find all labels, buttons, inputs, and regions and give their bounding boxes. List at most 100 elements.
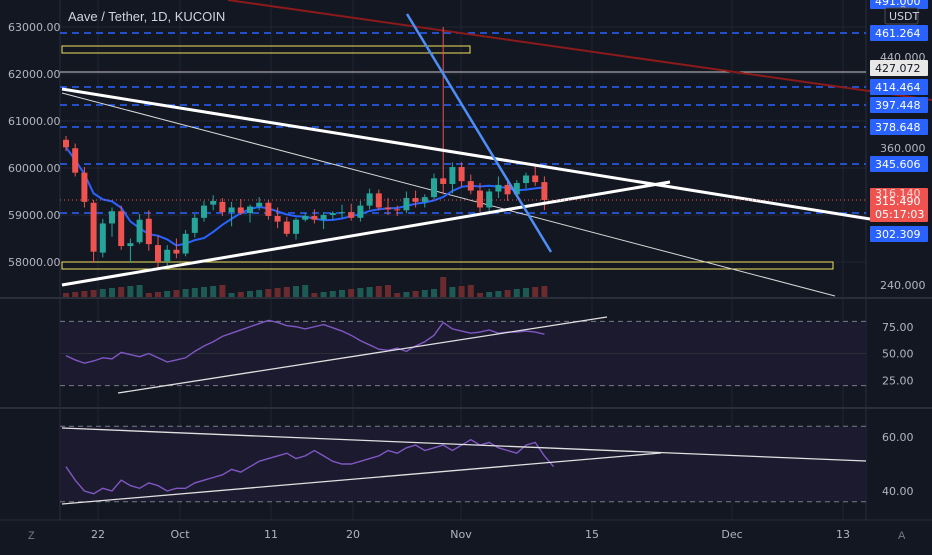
lower-trend-line: [61, 180, 671, 287]
candle-body: [247, 206, 253, 214]
candle-body: [118, 211, 125, 247]
last-price-value: 315.490: [875, 195, 921, 208]
left-price-tick: 63000.00: [8, 21, 61, 34]
candle-body: [191, 217, 198, 233]
volume-bar: [256, 290, 263, 297]
candle-body: [431, 178, 437, 198]
time-tick: Dec: [721, 528, 742, 541]
candle-body: [329, 213, 336, 215]
red-trend-line: [227, 0, 932, 101]
level-badge-bg: [870, 25, 928, 41]
candle-body: [412, 198, 419, 202]
candle-body: [81, 172, 88, 202]
candle-body: [458, 167, 465, 182]
candle-body: [182, 233, 189, 254]
candle-body: [99, 223, 106, 253]
volume-bar: [412, 291, 419, 297]
rsi-tick: 50.00: [882, 348, 914, 361]
volume-bar: [237, 292, 244, 297]
volume-bar: [274, 288, 281, 297]
rsi-tick: 75.00: [882, 321, 914, 334]
steep-blue-trend-line: [405, 13, 553, 253]
volume-bar: [90, 290, 97, 297]
candle-body: [155, 245, 161, 262]
candle-body: [357, 205, 364, 218]
candle-body: [145, 218, 152, 245]
volume-bar: [523, 288, 529, 297]
candle-body: [467, 181, 474, 191]
candle-body: [210, 200, 217, 205]
level-badge: 345.606: [875, 158, 921, 171]
left-price-tick: 59000.00: [8, 209, 61, 222]
volume-bar: [486, 292, 493, 297]
volume-bar: [265, 289, 272, 297]
candle-body: [164, 249, 171, 262]
volume-bar: [118, 287, 125, 297]
level-badge: 397.448: [875, 99, 921, 112]
volume-bar: [329, 291, 336, 297]
candle-body: [403, 198, 410, 211]
top-price-badge-bg: [870, 0, 928, 9]
oscillator-band-fill: [60, 426, 866, 502]
candle-body: [127, 243, 134, 247]
level-badge: 427.072: [875, 62, 921, 75]
candle-body: [449, 167, 456, 184]
volume-bar: [63, 293, 69, 297]
volume-bar: [541, 286, 548, 297]
time-tick: 13: [836, 528, 850, 541]
candle-body: [136, 219, 143, 243]
level-badge-bg: [870, 60, 928, 76]
candle-body: [228, 207, 235, 213]
volume-bar: [532, 287, 539, 297]
candle-body: [274, 215, 281, 222]
candle-body: [421, 197, 428, 202]
oscillator-tick: 60.00: [882, 431, 914, 444]
volume-bar: [302, 285, 309, 297]
timezone-button[interactable]: Z: [28, 530, 35, 542]
volume-bar: [72, 292, 79, 297]
candle-body: [311, 215, 318, 220]
candle-body: [72, 148, 79, 173]
candle-body: [440, 178, 447, 184]
volume-bar: [155, 292, 161, 297]
candle-body: [486, 191, 493, 208]
candle-body: [532, 175, 539, 183]
volume-bar: [173, 290, 180, 297]
left-price-tick: 62000.00: [8, 68, 61, 81]
currency-box: [884, 7, 919, 25]
candle-body: [541, 182, 548, 200]
volume-bar: [293, 286, 299, 297]
volume-bar: [366, 287, 373, 297]
auto-scale-button[interactable]: A: [898, 530, 906, 542]
candle-body: [302, 215, 309, 220]
candle-body: [320, 215, 327, 220]
demand-zone-box: [61, 261, 834, 270]
candle-body: [90, 202, 97, 252]
candle-body: [366, 193, 373, 206]
candle-body: [283, 221, 290, 234]
candle-body: [513, 183, 520, 195]
right-price-tick: 240.000: [880, 279, 926, 292]
volume-bar: [440, 277, 447, 297]
volume-bar: [191, 288, 198, 297]
level-badge-bg: [870, 156, 928, 172]
chart-title: Aave / Tether, 1D, KUCOIN: [68, 9, 226, 24]
level-badge-bg: [870, 119, 928, 135]
right-price-tick: 360.000: [880, 142, 926, 155]
left-price-tick: 60000.00: [8, 162, 61, 175]
candle-body: [173, 249, 180, 254]
oscillator-line: [65, 438, 555, 495]
volume-bar: [219, 285, 226, 297]
volume-bar: [495, 291, 502, 297]
upper-trend-line: [61, 87, 871, 221]
left-price-tick: 61000.00: [8, 115, 61, 128]
top-price-badge: 491.000: [875, 0, 921, 8]
level-badge: 414.464: [875, 81, 921, 94]
candle-body: [219, 201, 226, 213]
level-badge-bg: [870, 226, 928, 242]
volume-bar: [385, 285, 391, 297]
candle-body: [339, 212, 345, 214]
time-tick: Oct: [170, 528, 190, 541]
